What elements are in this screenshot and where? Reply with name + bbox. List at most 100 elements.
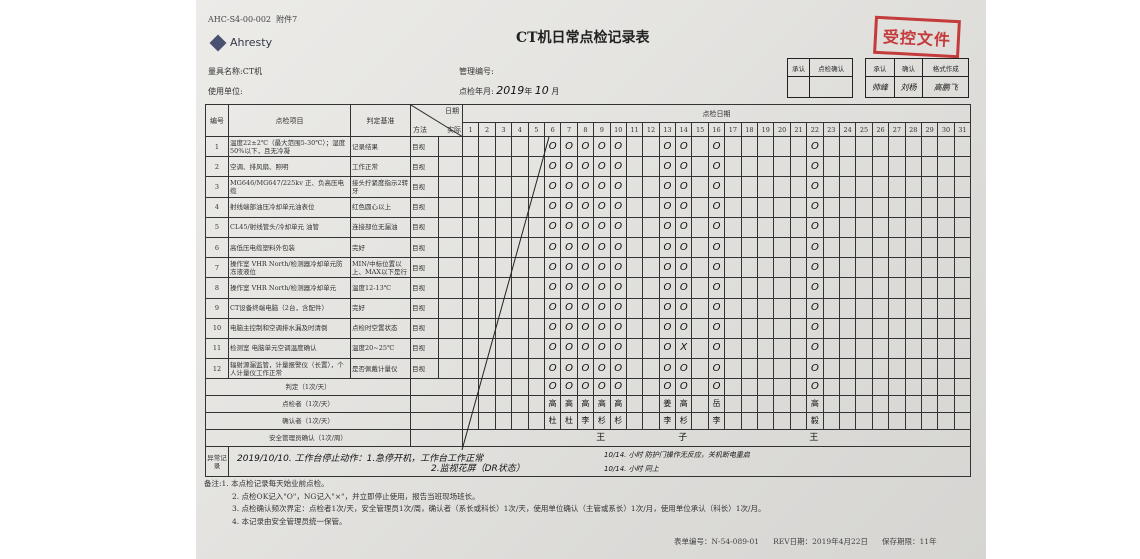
empty-day-cell	[740, 297, 759, 319]
ok-mark: O	[675, 236, 693, 259]
ok-mark: O	[806, 135, 824, 158]
empty-day-cell	[494, 216, 513, 238]
ok-mark: O	[675, 277, 693, 299]
empty-day-cell	[773, 395, 791, 414]
approve-header: 承认	[786, 58, 811, 77]
ok-mark: O	[609, 337, 627, 360]
empty-day-cell	[625, 358, 644, 380]
empty-day-cell	[789, 277, 808, 299]
empty-day-cell	[625, 156, 644, 178]
empty-day-cell	[920, 378, 939, 397]
item-row: 3 MG646/MG647/225kv 正、负高压电缆 接头拧紧度指示2转牙 目视 O O…	[205, 176, 972, 198]
empty-day-cell	[461, 135, 480, 158]
ok-mark: O	[543, 156, 562, 178]
empty-day-cell	[871, 135, 890, 158]
ok-mark: O	[806, 196, 824, 218]
empty-day-cell	[920, 395, 939, 414]
empty-day-cell	[625, 297, 644, 319]
empty-day-cell	[757, 277, 775, 299]
abnormal-entry-2: 2.监视花屏（DR状态）	[431, 464, 525, 475]
empty-day-cell	[740, 412, 759, 431]
empty-day-cell	[789, 196, 808, 218]
item-row: 10 电脑主控制和空调排水漏及时清倒 点检时空置状态 目视 O O O O O O O O O	[205, 317, 972, 339]
empty-day-cell	[511, 156, 529, 178]
item-number: 6	[205, 236, 229, 259]
ok-mark: O	[576, 358, 595, 380]
format-box: 承认 确认 格式作成 帅峰 刘杨 高鹏飞	[865, 58, 969, 98]
empty-day-cell	[953, 216, 972, 238]
summary-row: 确认者（1次/天）杜杜李杉杉李杉李毅	[205, 412, 972, 431]
signature: 岳	[707, 395, 726, 414]
ok-mark: O	[675, 156, 693, 178]
item-row: 4 射线端部油压冷却单元油表位 红色圆心以上 目视 O O O O O O O O O	[205, 196, 972, 218]
item-criterion: 点检时空置状态	[350, 317, 411, 339]
empty-day-cell	[822, 236, 840, 259]
summary-row: 安全管理员确认（1次/周） 王 子 王	[205, 429, 972, 448]
empty-day-cell	[822, 358, 840, 380]
safety-signature: 王	[596, 433, 606, 444]
empty-day-cell	[838, 156, 857, 178]
empty-day-cell	[937, 277, 955, 299]
item-row: 1 温度22±2℃（最大范围5-30℃）；湿度50%以下，且无冷凝 记录结果 目视 O O…	[205, 135, 972, 158]
empty-day-cell	[953, 176, 972, 198]
day-15-header: 15	[691, 122, 709, 137]
judgement-mark: O	[675, 378, 693, 397]
empty-day-cell	[642, 412, 660, 431]
empty-day-cell	[740, 395, 759, 414]
item-number: 1	[205, 135, 229, 158]
empty-day-cell	[642, 337, 660, 360]
ok-mark: O	[675, 176, 693, 198]
ok-mark: O	[593, 358, 611, 380]
empty-day-cell	[691, 257, 709, 279]
ok-mark: O	[609, 297, 627, 319]
empty-day-cell	[904, 196, 922, 218]
ok-mark: O	[576, 277, 595, 299]
equipment-name: 量具名称:CT机	[208, 66, 262, 77]
company-logo: Ahresty	[209, 34, 272, 51]
abnormal-row: 异常记录 2019/10/10. 工作台停止动作：1.急停开机，工作台工作正常 2.…	[205, 446, 972, 478]
ok-mark: O	[658, 196, 677, 218]
ok-mark: O	[543, 196, 562, 218]
empty-day-cell	[855, 196, 873, 218]
empty-day-cell	[757, 216, 775, 238]
empty-day-cell	[822, 176, 840, 198]
empty-day-cell	[511, 395, 529, 414]
empty-day-cell	[757, 257, 775, 279]
empty-day-cell	[953, 156, 972, 178]
empty-day-cell	[822, 337, 840, 360]
item-description: CL45/射线管头/冷却单元 油管	[228, 216, 351, 238]
day-3-header: 3	[494, 122, 513, 137]
empty-day-cell	[904, 378, 922, 397]
empty-day-cell	[789, 135, 808, 158]
document-photo: AHC-S4-00-002 附件7 Ahresty CT机日常点检记录表 受控文…	[196, 0, 986, 559]
empty-day-cell	[871, 412, 890, 431]
empty-day-cell	[740, 358, 759, 380]
date-label: 日期	[445, 107, 459, 115]
attachment-label: 附件7	[276, 15, 298, 24]
empty-day-cell	[494, 277, 513, 299]
empty-day-cell	[691, 196, 709, 218]
empty-day-cell	[937, 358, 955, 380]
signature: 高	[806, 395, 824, 414]
empty-day-cell	[511, 297, 529, 319]
empty-day-cell	[527, 277, 545, 299]
empty-day-cell	[494, 196, 513, 218]
item-row: 9 CT设备终端电脑（2台，含配件） 完好 目视 O O O O O O O O O	[205, 297, 972, 319]
empty-day-cell	[888, 412, 906, 431]
empty-day-cell	[494, 337, 513, 360]
ok-mark: O	[707, 297, 726, 319]
empty-day-cell	[478, 277, 496, 299]
day-2-header: 2	[478, 122, 496, 137]
ok-mark: O	[560, 257, 578, 279]
ok-mark: O	[560, 337, 578, 360]
ok-mark: O	[576, 156, 595, 178]
ok-mark: O	[609, 156, 627, 178]
header-row: 编号 点检项目 判定基准 日期 方法 实际 点检日期	[205, 104, 972, 137]
judgement-mark: O	[658, 378, 677, 397]
item-number: 4	[205, 196, 229, 218]
empty-day-cell	[937, 395, 955, 414]
empty-day-cell	[625, 216, 644, 238]
empty-day-cell	[757, 395, 775, 414]
approve-signature: 帅峰	[865, 76, 895, 98]
empty-day-cell	[871, 216, 890, 238]
